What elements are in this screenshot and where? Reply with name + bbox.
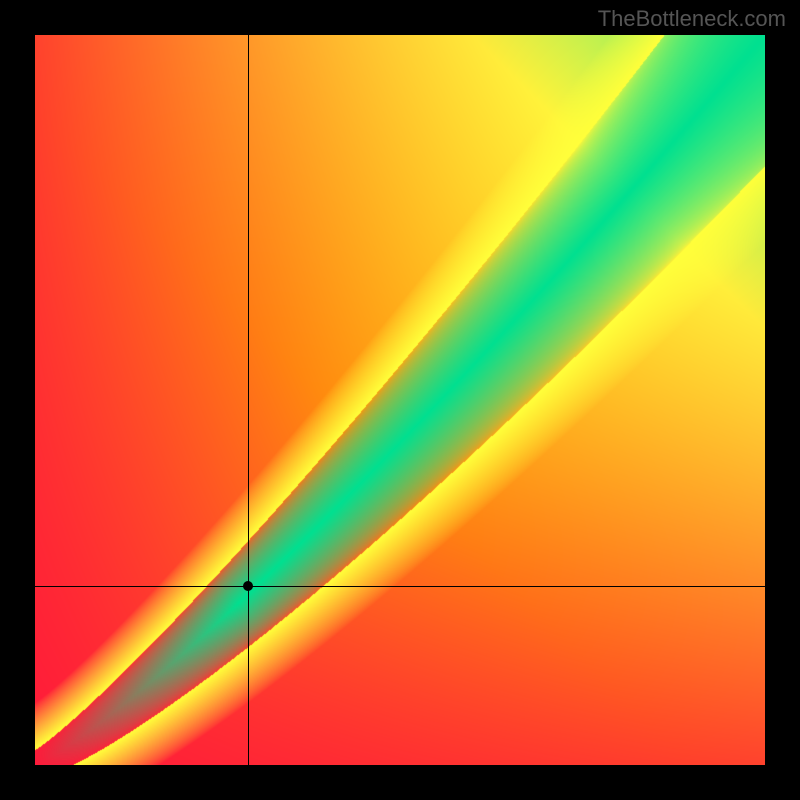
plot-area (35, 35, 765, 765)
crosshair-vertical (248, 35, 249, 765)
chart-container: TheBottleneck.com (0, 0, 800, 800)
watermark-text: TheBottleneck.com (598, 6, 786, 32)
crosshair-horizontal (35, 586, 765, 587)
crosshair-marker (243, 581, 253, 591)
heatmap-canvas (35, 35, 765, 765)
